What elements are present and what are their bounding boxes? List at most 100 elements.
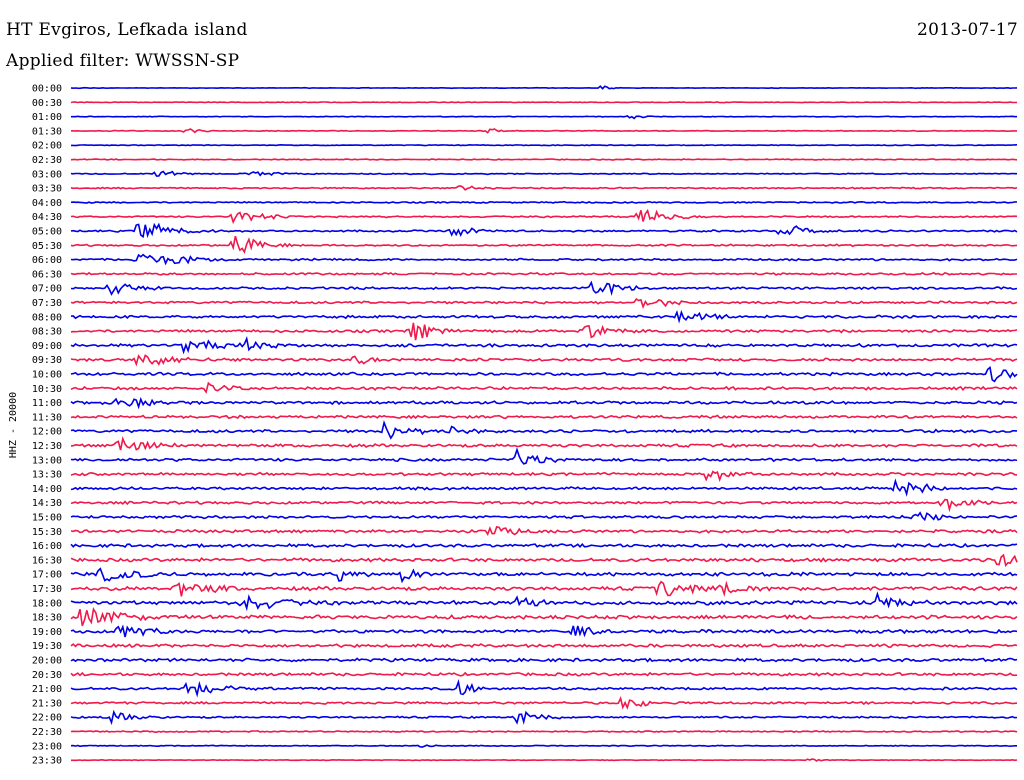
- trace-row-1300: [70, 447, 1018, 465]
- time-tick-label: 06:00: [32, 255, 62, 266]
- trace-row-0600: [70, 253, 1018, 266]
- trace-row-1400: [70, 478, 1018, 497]
- trace-row-2000: [70, 657, 1018, 663]
- time-tick-label: 04:30: [32, 212, 62, 223]
- time-tick-label: 03:30: [32, 184, 62, 195]
- time-tick-label: 19:00: [32, 627, 62, 638]
- time-tick-label: 20:30: [32, 670, 62, 681]
- trace-row-2300: [70, 744, 1017, 748]
- time-tick-label: 12:00: [32, 427, 62, 438]
- time-tick-label: 08:00: [32, 312, 62, 323]
- time-tick-label: 11:00: [32, 398, 62, 409]
- time-tick-label: 21:00: [32, 684, 62, 695]
- time-tick-label: 23:00: [32, 741, 62, 752]
- time-tick-label: 14:30: [32, 498, 62, 509]
- time-tick-label: 03:00: [32, 169, 62, 180]
- time-tick-label: 02:30: [32, 155, 62, 166]
- trace-row-1930: [70, 643, 1018, 649]
- trace-row-0800: [70, 309, 1018, 324]
- trace-row-1700: [70, 567, 1018, 584]
- trace-row-0100: [71, 115, 1018, 120]
- trace-row-0430: [70, 208, 1018, 225]
- trace-row-0630: [70, 271, 1017, 276]
- time-tick-label: 13:30: [32, 470, 62, 481]
- time-tick-label: 05:30: [32, 241, 62, 252]
- time-tick-label: 00:30: [32, 98, 62, 109]
- trace-row-2330: [71, 758, 1018, 762]
- trace-row-1200: [70, 420, 1018, 440]
- trace-row-0030: [70, 101, 1018, 104]
- time-tick-label: 17:00: [32, 570, 62, 581]
- time-tick-label: 01:30: [32, 126, 62, 137]
- trace-row-0700: [70, 280, 1018, 296]
- time-tick-label: 22:00: [32, 713, 62, 724]
- time-tick-label: 21:30: [32, 698, 62, 709]
- trace-row-2230: [70, 729, 1018, 734]
- time-label-group: 00:00 00:30 01:00 01:30 02:00 02:30 03:00 03:30…: [32, 84, 62, 767]
- time-tick-label: 10:00: [32, 370, 62, 381]
- station-title: HT Evgiros, Lefkada island: [6, 20, 248, 40]
- trace-row-0300: [70, 170, 1017, 177]
- trace-row-1530: [70, 525, 1018, 536]
- time-tick-label: 20:00: [32, 656, 62, 667]
- trace-row-1230: [70, 435, 1018, 451]
- trace-row-0930: [70, 354, 1018, 367]
- time-tick-label: 10:30: [32, 384, 62, 395]
- time-tick-label: 11:30: [32, 412, 62, 423]
- trace-row-0730: [70, 298, 1018, 310]
- time-tick-label: 19:30: [32, 641, 62, 652]
- time-tick-label: 07:00: [32, 284, 62, 295]
- trace-row-0530: [70, 235, 1018, 254]
- time-tick-label: 22:30: [32, 727, 62, 738]
- trace-group: [70, 85, 1018, 762]
- time-tick-label: 15:00: [32, 513, 62, 524]
- filter-subtitle: Applied filter: WWSSN-SP: [6, 51, 240, 71]
- date-label: 2013-07-17: [916, 20, 1018, 40]
- trace-row-1430: [70, 498, 1018, 513]
- trace-row-1800: [70, 591, 1018, 612]
- time-tick-label: 16:00: [32, 541, 62, 552]
- time-tick-label: 15:30: [32, 527, 62, 538]
- trace-row-2100: [70, 679, 1018, 698]
- time-tick-label: 09:00: [32, 341, 62, 352]
- time-tick-label: 14:00: [32, 484, 62, 495]
- trace-row-1100: [70, 396, 1018, 410]
- trace-row-1630: [70, 553, 1018, 568]
- trace-row-2030: [70, 671, 1018, 677]
- time-tick-label: 07:30: [32, 298, 62, 309]
- trace-row-1130: [70, 414, 1018, 420]
- time-tick-label: 09:30: [32, 355, 62, 366]
- trace-row-1830: [70, 607, 1018, 627]
- trace-row-0000: [70, 85, 1018, 90]
- time-tick-label: 17:30: [32, 584, 62, 595]
- trace-row-0230: [70, 158, 1018, 161]
- trace-row-1600: [70, 542, 1018, 549]
- trace-row-2130: [70, 696, 1018, 710]
- trace-row-1030: [70, 381, 1018, 395]
- trace-row-1000: [70, 366, 1018, 383]
- trace-row-0330: [70, 185, 1018, 191]
- time-tick-label: 12:30: [32, 441, 62, 452]
- time-tick-label: 13:00: [32, 455, 62, 466]
- trace-row-1900: [70, 624, 1018, 638]
- trace-row-0130: [71, 128, 1017, 134]
- time-tick-label: 05:00: [32, 227, 62, 238]
- time-tick-label: 06:30: [32, 269, 62, 280]
- time-tick-label: 18:00: [32, 598, 62, 609]
- trace-row-0400: [70, 200, 1018, 204]
- time-tick-label: 00:00: [32, 84, 62, 95]
- trace-row-2200: [70, 709, 1018, 726]
- time-tick-label: 18:30: [32, 613, 62, 624]
- time-tick-label: 04:00: [32, 198, 62, 209]
- trace-row-1730: [70, 580, 1018, 598]
- time-tick-label: 23:30: [32, 756, 62, 767]
- trace-row-0900: [70, 336, 1018, 355]
- trace-row-0500: [70, 222, 1018, 239]
- trace-row-0200: [71, 143, 1018, 147]
- time-tick-label: 02:00: [32, 141, 62, 152]
- trace-row-0830: [70, 322, 1018, 341]
- time-tick-label: 08:30: [32, 327, 62, 338]
- trace-row-1330: [70, 470, 1018, 483]
- time-tick-label: 16:30: [32, 555, 62, 566]
